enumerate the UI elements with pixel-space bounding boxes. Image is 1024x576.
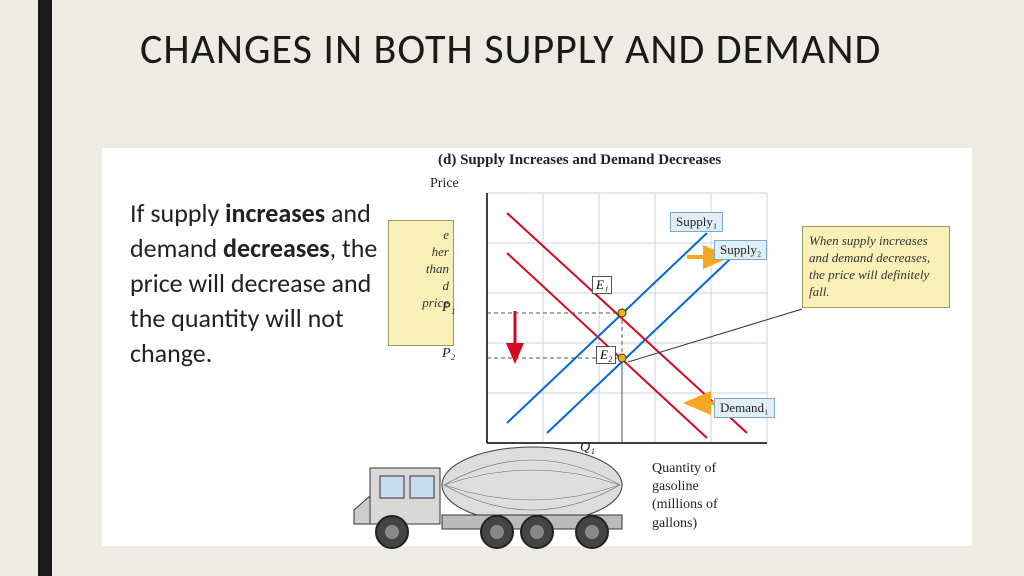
chart-caption: (d) Supply Increases and Demand Decrease…: [438, 152, 721, 169]
body-paragraph: If supply increases and demand decreases…: [130, 196, 390, 371]
p2-tick: P₂: [442, 346, 455, 362]
callout-left: e her than d price: [388, 220, 454, 346]
e1-label: E₁: [592, 276, 612, 294]
x-axis-label: Quantity of gasoline (millions of gallon…: [652, 460, 718, 533]
body-bold-2: decreases: [223, 232, 330, 264]
demand1-label: Demand₁: [714, 398, 775, 418]
callout-right-text: When supply increases and demand decreas…: [809, 233, 930, 299]
body-prefix: If supply: [130, 197, 225, 229]
callout-right: When supply increases and demand decreas…: [802, 226, 950, 308]
callout-left-text: e her than d price: [393, 227, 449, 311]
accent-bar: [38, 0, 52, 576]
truck-illustration: [342, 440, 642, 550]
e2-label: E₂: [596, 346, 616, 364]
slide-title: CHANGES IN BOTH SUPPLY AND DEMAND: [140, 26, 881, 74]
supply2-label: Supply₂: [714, 240, 767, 260]
supply-demand-chart: [452, 188, 802, 468]
content-panel: If supply increases and demand decreases…: [102, 148, 972, 546]
body-bold-1: increases: [225, 197, 325, 229]
supply1-label: Supply₁: [670, 212, 723, 232]
p1-tick: P₁: [442, 300, 455, 316]
